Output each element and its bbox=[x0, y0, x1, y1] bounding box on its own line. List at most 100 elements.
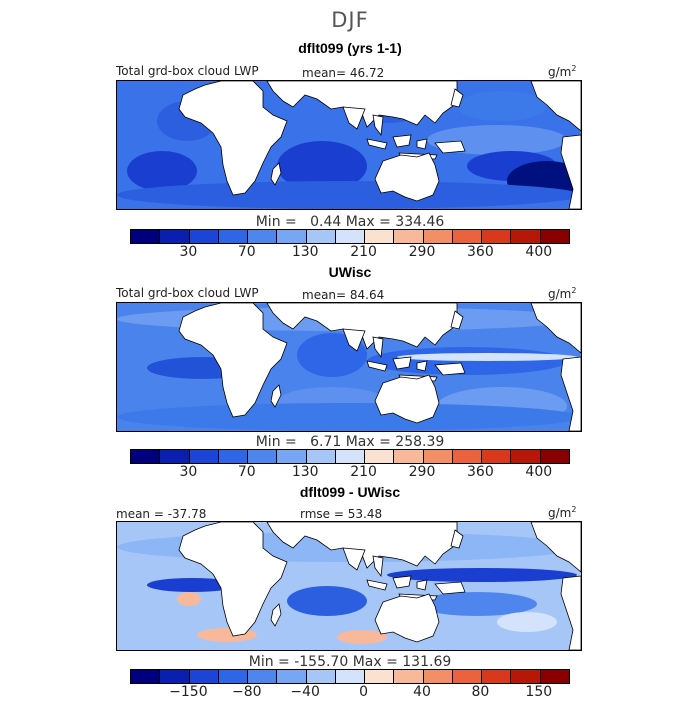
landmass-outline bbox=[372, 114, 384, 137]
landmass-outline bbox=[266, 81, 458, 128]
landmass-outline bbox=[434, 581, 466, 595]
colorbar-swatch bbox=[248, 670, 278, 683]
colorbar-swatch bbox=[160, 450, 190, 463]
colorbar-tick-label: −80 bbox=[232, 684, 262, 700]
colorbar-tick-label: 0 bbox=[359, 684, 369, 700]
field-region bbox=[117, 403, 581, 431]
landmass-outline bbox=[374, 593, 440, 643]
field-region bbox=[337, 630, 387, 644]
colorbar-swatch bbox=[189, 450, 219, 463]
field-region bbox=[417, 592, 537, 616]
panel-3-title: dflt099 - UWisc bbox=[299, 484, 401, 500]
landmass-outline bbox=[530, 303, 581, 354]
colorbar-tick-label: −40 bbox=[290, 684, 320, 700]
field-region bbox=[117, 181, 581, 209]
colorbar-tick-label: 400 bbox=[525, 244, 553, 260]
landmass-outline bbox=[560, 575, 581, 650]
landmass-outline bbox=[450, 88, 464, 108]
colorbar-swatch bbox=[131, 230, 161, 243]
landmass-outline bbox=[434, 362, 466, 376]
panel-3-unit-label: g/m2 bbox=[548, 505, 577, 520]
landmass-outline bbox=[366, 360, 388, 372]
colorbar-tick-label: 360 bbox=[467, 244, 494, 260]
landmass-outline bbox=[342, 328, 366, 352]
panel-2-unit-label: g/m2 bbox=[548, 286, 577, 301]
landmass-outline bbox=[392, 134, 412, 148]
landmass-outline bbox=[560, 356, 581, 431]
colorbar-swatch bbox=[511, 230, 541, 243]
colorbar-swatch bbox=[394, 450, 424, 463]
landmass-outline bbox=[270, 162, 282, 186]
colorbar-swatch bbox=[277, 230, 307, 243]
colorbar-swatch bbox=[306, 670, 336, 683]
colorbar-tick-label: 70 bbox=[237, 464, 256, 480]
colorbar-swatch bbox=[218, 450, 249, 463]
landmass-outline bbox=[374, 152, 440, 202]
colorbar-swatch bbox=[160, 230, 190, 243]
panel-3-mean-label: mean = -37.78 bbox=[116, 507, 207, 521]
colorbar-swatch bbox=[277, 450, 307, 463]
panel-1-title: dflt099 (yrs 1-1) bbox=[298, 40, 402, 56]
landmass-outline bbox=[178, 522, 288, 637]
panel-1-minmax: Min = 0.44 Max = 334.46 bbox=[255, 214, 445, 230]
field-region bbox=[397, 353, 577, 361]
colorbar-tick-label: 30 bbox=[179, 464, 198, 480]
landmass-outline bbox=[266, 522, 458, 569]
colorbar-swatch bbox=[452, 670, 483, 683]
landmass-outline bbox=[178, 81, 288, 196]
field-region bbox=[387, 568, 577, 582]
season-title: DJF bbox=[331, 8, 369, 32]
colorbar-swatch bbox=[482, 450, 512, 463]
landmass-outline bbox=[392, 575, 412, 589]
panel-2-minmax: Min = 6.71 Max = 258.39 bbox=[255, 434, 445, 450]
colorbar-tick-label: 210 bbox=[350, 464, 377, 480]
field-diff bbox=[117, 522, 581, 650]
colorbar-tick-label: 80 bbox=[471, 684, 490, 700]
panel-2-map bbox=[116, 302, 582, 432]
field-region bbox=[497, 612, 557, 632]
colorbar-swatch bbox=[248, 450, 278, 463]
landmass-outline bbox=[366, 579, 388, 591]
colorbar-swatch bbox=[423, 670, 453, 683]
colorbar-swatch bbox=[218, 670, 249, 683]
colorbar-swatch bbox=[218, 230, 249, 243]
colorbar-tick-label: 40 bbox=[413, 684, 431, 700]
colorbar-swatch bbox=[335, 450, 366, 463]
colorbar-tick-label: 400 bbox=[525, 464, 553, 480]
colorbar-tick-label: 70 bbox=[237, 244, 256, 260]
landmass-outline bbox=[266, 303, 458, 350]
colorbar-swatch bbox=[131, 450, 161, 463]
panel-1-colorbar-ticks: 30 70 130 210 290 360 400 bbox=[130, 244, 570, 262]
colorbar-swatch bbox=[335, 670, 366, 683]
landmass-outline bbox=[416, 360, 428, 372]
colorbar-tick-label: 150 bbox=[525, 684, 553, 700]
colorbar-tick-label: 130 bbox=[291, 244, 319, 260]
colorbar-swatch bbox=[160, 670, 190, 683]
colorbar-swatch bbox=[423, 230, 453, 243]
panel-1-mean-label: mean= 46.72 bbox=[302, 66, 385, 80]
panel-2-variable-label: Total grd-box cloud LWP bbox=[116, 286, 259, 300]
landmass-outline bbox=[416, 579, 428, 591]
landmass-outline bbox=[450, 529, 464, 549]
panel-1-variable-label: Total grd-box cloud LWP bbox=[116, 64, 259, 78]
colorbar-swatch bbox=[335, 230, 366, 243]
landmass-outline bbox=[416, 138, 428, 150]
field-region bbox=[457, 91, 547, 121]
colorbar-swatch bbox=[248, 230, 278, 243]
colorbar-swatch bbox=[365, 230, 395, 243]
field-model bbox=[117, 81, 581, 209]
colorbar-swatch bbox=[482, 230, 512, 243]
landmass-outline bbox=[372, 555, 384, 578]
landmass-outline bbox=[342, 106, 366, 130]
panel-2-title: UWisc bbox=[328, 264, 372, 280]
colorbar-swatch bbox=[394, 670, 424, 683]
panel-1-unit-label: g/m2 bbox=[548, 64, 577, 79]
panel-3-colorbar bbox=[130, 669, 570, 684]
colorbar-tick-label: 360 bbox=[467, 464, 494, 480]
colorbar-swatch bbox=[131, 670, 161, 683]
panel-3-colorbar-ticks: −150 −80 −40 0 40 80 150 bbox=[130, 684, 570, 702]
colorbar-swatch bbox=[394, 230, 424, 243]
landmass-outline bbox=[560, 134, 581, 209]
landmass-outline bbox=[530, 522, 581, 573]
colorbar-swatch bbox=[306, 230, 336, 243]
